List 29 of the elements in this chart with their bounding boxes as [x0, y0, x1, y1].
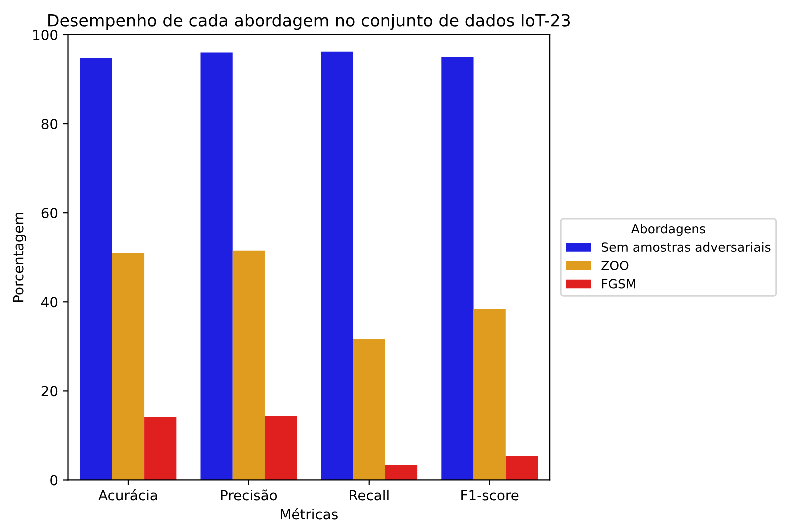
bar	[264, 416, 298, 480]
chart-title: Desempenho de cada abordagem no conjunto de dados IoT-23	[48, 14, 570, 30]
bar	[112, 253, 145, 480]
x-tick-label: F1-score	[462, 490, 519, 501]
y-tick-label: 80	[42, 118, 58, 130]
y-tick-label: 20	[42, 386, 58, 397]
y-tick-label: 40	[42, 297, 58, 308]
bar	[385, 465, 418, 480]
bar	[442, 57, 474, 480]
bar	[474, 309, 506, 480]
bar	[232, 250, 265, 480]
bar	[321, 52, 354, 480]
x-tick-label: Acurácia	[98, 489, 158, 501]
legend-label: FGSM	[602, 279, 636, 289]
y-tick-label: 60	[42, 208, 58, 219]
x-tick-label: Recall	[350, 490, 389, 501]
y-tick-label: 100	[34, 30, 58, 40]
bar	[506, 456, 538, 480]
x-tick-label: Precisão	[221, 490, 278, 501]
x-axis-title: Métricas	[281, 508, 338, 520]
bar	[200, 52, 233, 480]
y-axis-title: Porcentagem	[13, 212, 26, 302]
bar	[80, 58, 112, 480]
legend-label: ZOO	[602, 260, 629, 270]
legend-title: Abordagens	[631, 224, 706, 236]
y-tick-label: 0	[50, 475, 58, 486]
bar	[144, 417, 177, 480]
bar	[353, 339, 386, 480]
legend-label: Sem amostras adversariais	[602, 242, 771, 252]
